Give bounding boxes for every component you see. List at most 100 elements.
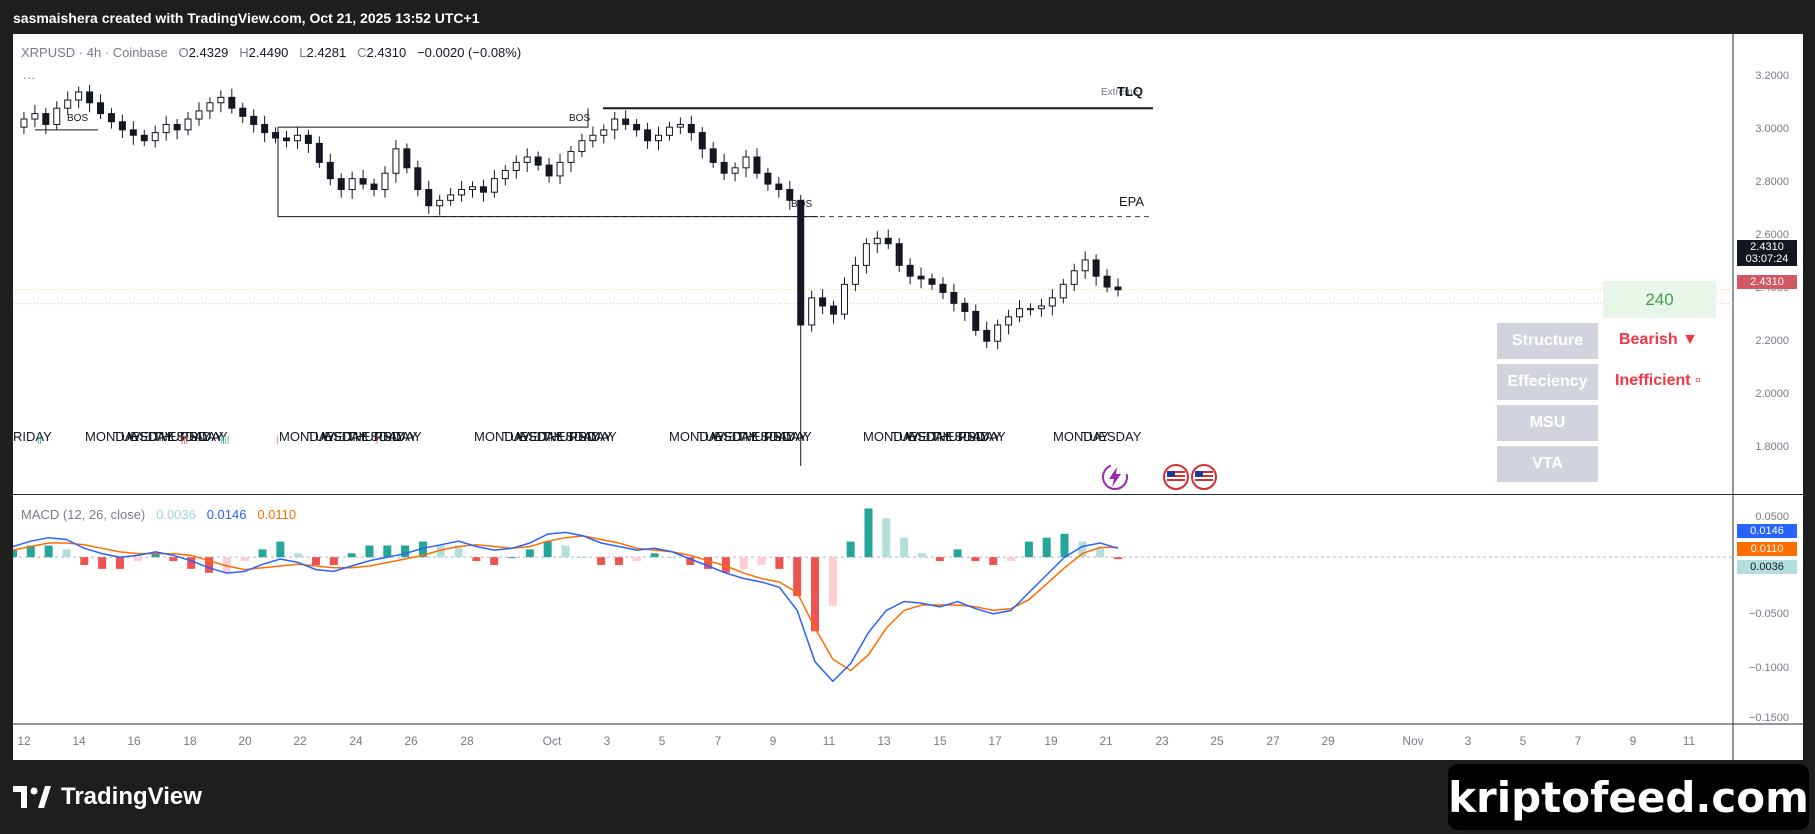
macd-histogram-bar	[508, 557, 517, 559]
candle-body	[1016, 308, 1024, 318]
candle-body	[250, 115, 258, 125]
day-label: MONDAY	[669, 429, 726, 444]
candle-body	[370, 183, 378, 190]
macd-histogram-bar	[864, 508, 873, 558]
efficiency-label: Effeciency	[1497, 364, 1598, 400]
close-value: 2.4310	[366, 45, 407, 60]
candle-body	[1103, 275, 1111, 288]
us-flag-event-icon[interactable]	[1163, 464, 1189, 490]
chart-area[interactable]: XRPUSD · 4h · Coinbase O2.4329 H2.4490 L…	[13, 34, 1803, 760]
more-indicators[interactable]: ...	[23, 68, 37, 82]
change-value: −0.0020 (−0.08%)	[417, 45, 522, 60]
day-label: WEDNESDAY	[322, 429, 405, 444]
x-tick: 22	[293, 734, 307, 748]
candle-body	[140, 134, 148, 142]
candle-body	[644, 129, 652, 142]
day-label: THURSDAY	[931, 429, 1002, 444]
brand-name: TradingView	[61, 783, 202, 810]
day-label: MONDAY	[85, 429, 142, 444]
macd-label[interactable]: MACD (12, 26, close)	[21, 507, 146, 522]
candle-body	[830, 305, 838, 315]
candle-body	[1048, 297, 1056, 307]
candle-body	[1114, 286, 1122, 291]
x-tick: 12	[17, 734, 31, 748]
candle-body	[775, 183, 783, 190]
candle-body	[490, 178, 498, 193]
session-marker: |||	[181, 434, 189, 444]
candle-body	[31, 113, 39, 120]
chart-svg[interactable]	[13, 34, 1803, 760]
macd-histogram-bar	[151, 553, 160, 558]
macd-histogram-bar	[525, 549, 534, 558]
price-tick: 3.0000	[1755, 123, 1789, 135]
day-label: FRIDAY	[181, 429, 228, 444]
candle-body	[578, 140, 586, 153]
candle-body	[534, 156, 542, 166]
efficiency-value: Inefficient ▫	[1615, 372, 1701, 389]
macd-histogram-bar	[953, 549, 962, 558]
macd-histogram-bar	[1060, 533, 1069, 558]
day-label: TUESDAY	[113, 429, 174, 444]
candle-body	[654, 134, 662, 142]
macd-histogram-bar	[311, 557, 320, 565]
candle-body	[884, 237, 892, 245]
candle-body	[64, 99, 72, 109]
macd-histogram-bar	[169, 557, 178, 562]
lightning-event-icon[interactable]	[1100, 462, 1130, 492]
tradingview-brand[interactable]: TradingView	[13, 783, 202, 811]
candle-body	[687, 123, 695, 134]
candle-body	[545, 164, 553, 177]
day-label: TUESDAY	[1081, 429, 1142, 444]
bos-label: BOS	[791, 199, 813, 210]
candle-body	[895, 243, 903, 266]
candle-body	[337, 178, 345, 190]
pane-separator[interactable]	[13, 494, 1803, 495]
symbol-label[interactable]: XRPUSD · 4h · Coinbase	[21, 45, 168, 60]
macd-histogram-bar	[1024, 541, 1033, 558]
candle-body	[1037, 305, 1045, 310]
candle-body	[840, 283, 848, 315]
day-label: TUESDAY	[307, 429, 368, 444]
price-badge-last: 2.4310	[1737, 275, 1797, 289]
candle-body	[1005, 316, 1013, 326]
day-label: THURSDAY	[347, 429, 418, 444]
x-tick: 11	[1682, 734, 1696, 748]
macd-histogram-bar	[793, 557, 802, 597]
candle-body	[753, 156, 761, 174]
candle-body	[589, 134, 597, 142]
us-flag-event-icon[interactable]	[1191, 464, 1217, 490]
candle-body	[458, 188, 466, 196]
macd-histogram-bar	[650, 553, 659, 558]
signal-value: 0.0110	[257, 507, 297, 522]
macd-histogram-bar	[258, 549, 267, 558]
x-tick: 11	[822, 734, 836, 748]
macd-histogram-bar	[1114, 557, 1122, 560]
candle-body	[633, 123, 641, 131]
macd-badge: 0.0146	[1737, 524, 1797, 538]
macd-histogram-bar	[133, 557, 142, 562]
candle-body	[600, 129, 608, 136]
price-tick: 2.0000	[1755, 388, 1789, 400]
day-label: TUESDAY	[891, 429, 952, 444]
candle-body	[75, 91, 83, 101]
x-tick: 28	[460, 734, 474, 748]
msu-label: MSU	[1497, 405, 1598, 441]
macd-hist-value: 0.0036	[156, 507, 196, 522]
tradingview-logo-icon	[13, 786, 51, 808]
day-label: FRIDAY	[570, 429, 617, 444]
candle-body	[272, 132, 280, 139]
candle-body	[447, 194, 455, 201]
tlq-label: TLQ	[1117, 84, 1143, 99]
macd-histogram-bar	[454, 545, 463, 558]
candle-body	[184, 118, 192, 131]
macd-histogram-bar	[26, 545, 35, 558]
candle-body	[326, 161, 334, 180]
symbol-header: XRPUSD · 4h · Coinbase O2.4329 H2.4490 L…	[21, 45, 521, 60]
macd-histogram-bar	[401, 545, 410, 558]
candle-body	[611, 118, 619, 131]
day-label: WEDNESDAY	[712, 429, 795, 444]
x-tick: 23	[1155, 734, 1169, 748]
x-tick: 14	[72, 734, 86, 748]
macd-histogram-bar	[418, 541, 427, 558]
x-tick: 20	[238, 734, 252, 748]
